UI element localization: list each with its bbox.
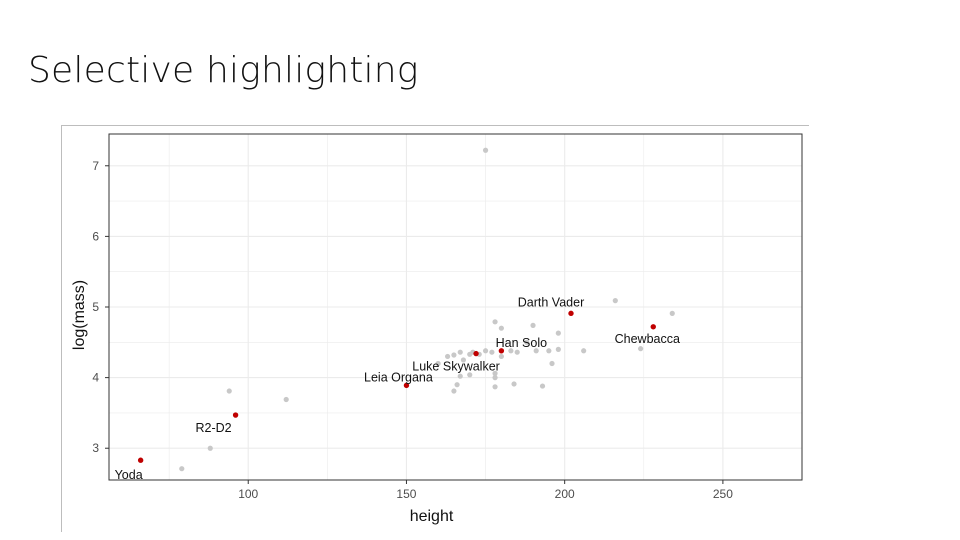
data-point [514, 349, 520, 355]
highlighted-point [137, 457, 144, 463]
data-point [460, 357, 467, 363]
data-point [492, 319, 498, 325]
data-point [207, 445, 213, 451]
x-tick-label: 100 [238, 487, 258, 501]
data-point [489, 349, 495, 355]
data-point [444, 353, 451, 360]
highlighted-points [137, 310, 656, 463]
data-point [482, 348, 489, 354]
x-tick-label: 250 [713, 487, 733, 501]
data-point [457, 349, 463, 355]
y-tick-label: 3 [92, 441, 99, 455]
grid-lines [109, 134, 803, 480]
highlighted-point [650, 324, 656, 330]
data-point [669, 310, 675, 316]
data-point [467, 372, 473, 378]
highlighted-point [498, 348, 505, 354]
point-label: Chewbacca [615, 332, 680, 346]
data-point [226, 388, 232, 394]
data-point [179, 466, 185, 472]
y-tick-label: 6 [92, 229, 99, 243]
data-point [524, 339, 530, 345]
y-tick-label: 5 [92, 300, 99, 314]
data-point [498, 325, 504, 331]
data-point [508, 348, 514, 354]
data-point [451, 352, 457, 358]
data-point [546, 348, 552, 354]
data-point [530, 322, 536, 328]
highlighted-point [403, 382, 410, 389]
data-point [638, 346, 644, 352]
point-label: Leia Organa [364, 370, 433, 384]
y-tick-label: 4 [92, 371, 99, 385]
x-axis-title: height [410, 508, 454, 525]
highlighted-point [232, 412, 239, 418]
point-label: Darth Vader [518, 295, 584, 309]
data-point [511, 381, 517, 387]
data-point [549, 360, 555, 367]
data-point [451, 388, 457, 394]
data-point [555, 346, 561, 352]
data-point [457, 373, 463, 379]
data-point [492, 370, 498, 376]
point-label: Han Solo [496, 336, 547, 350]
slide-title: Selective highlighting [28, 50, 419, 91]
highlighted-point [473, 350, 479, 357]
data-point [492, 384, 498, 390]
point-label: R2-D2 [196, 421, 232, 435]
data-point [435, 360, 441, 367]
y-axis-ticks: 3 4 5 6 7 [92, 159, 109, 455]
data-point [539, 383, 546, 389]
y-axis-title: log(mass) [71, 280, 88, 350]
data-point [581, 348, 587, 354]
figure-frame: Yoda R2-D2 Leia Organa Luke Skywalker Han So… [61, 125, 809, 532]
data-point [283, 396, 289, 403]
data-point [482, 147, 489, 153]
data-point [492, 375, 498, 381]
data-point [454, 382, 460, 388]
data-point [498, 353, 504, 360]
x-tick-label: 200 [555, 487, 575, 501]
point-label: Luke Skywalker [412, 360, 500, 374]
point-label: Yoda [115, 468, 143, 482]
data-point [612, 298, 618, 304]
x-axis-ticks: 100 150 200 250 [238, 480, 733, 501]
highlighted-point [568, 310, 574, 317]
data-point [555, 330, 561, 336]
y-tick-label: 7 [92, 159, 99, 173]
data-point [533, 348, 539, 354]
x-tick-label: 150 [396, 487, 416, 501]
